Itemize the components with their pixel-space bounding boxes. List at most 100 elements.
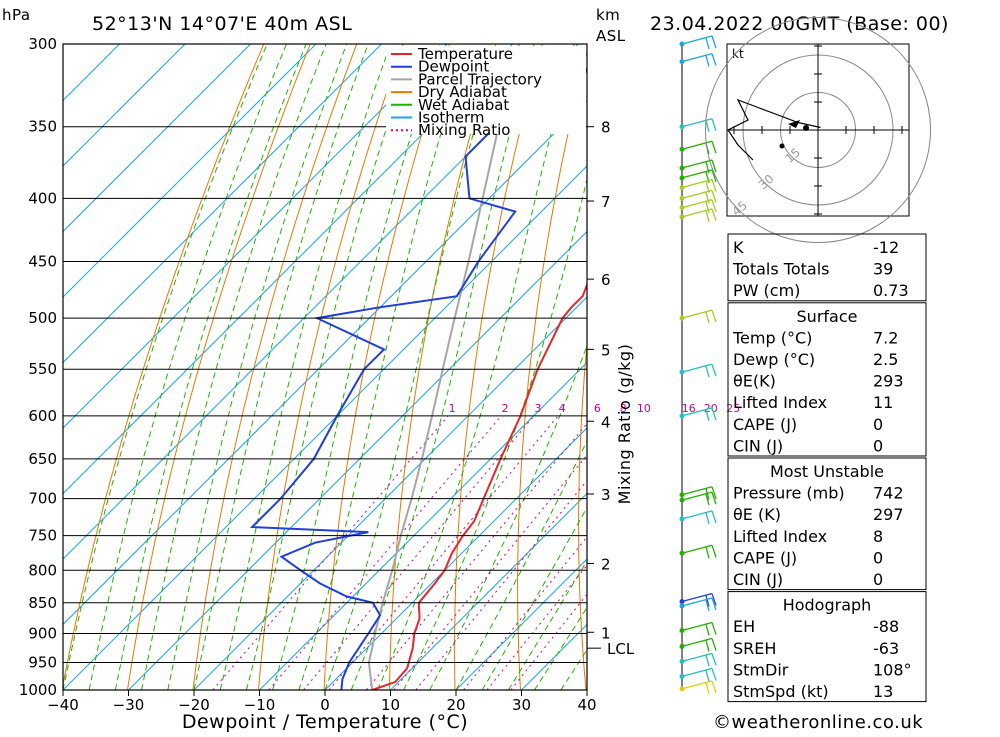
wind-barb <box>680 638 717 651</box>
wet-adiabat-line <box>377 44 574 690</box>
wind-barb <box>680 668 717 681</box>
indices-section-title: Most Unstable <box>770 462 884 481</box>
dry-adiabat-line <box>324 44 450 690</box>
lcl-label: LCL <box>607 640 635 658</box>
wind-barb-flag <box>712 141 716 153</box>
index-label: EH <box>733 617 755 636</box>
wind-barb-flag <box>712 310 716 322</box>
wind-barb-dot <box>680 214 685 219</box>
copyright-label: ©weatheronline.co.uk <box>713 712 923 733</box>
pressure-tick-label: 900 <box>28 624 57 642</box>
wind-barb-flag <box>706 312 709 323</box>
dry-adiabat-line <box>455 44 543 690</box>
wind-barb-dot <box>680 175 685 180</box>
wind-barb <box>680 54 717 67</box>
wind-barb-flag <box>712 119 716 131</box>
wind-barb-flag <box>712 668 716 680</box>
wind-barb-flag <box>712 622 716 634</box>
wind-barb <box>680 364 717 377</box>
isotherm-line <box>0 44 447 690</box>
index-value: 297 <box>873 505 904 524</box>
index-value: 0 <box>873 436 883 455</box>
km-tick-label: 2 <box>601 556 611 574</box>
wet-adiabat-line <box>430 44 674 690</box>
mixing-ratio-axis-title: Mixing Ratio (g/kg) <box>615 344 634 505</box>
wind-barb-dot <box>680 498 685 503</box>
wind-barb-dot <box>680 166 685 171</box>
index-label: Dewp (°C) <box>733 350 815 369</box>
wind-barb <box>680 170 717 183</box>
index-label: θE(K) <box>733 372 776 391</box>
km-tick-label: 7 <box>601 193 611 211</box>
asl-unit-label: ASL <box>596 27 626 45</box>
dry-adiabat-line <box>908 44 979 690</box>
index-label: K <box>733 238 744 257</box>
wind-barb-flag <box>712 54 716 66</box>
datetime-label: 23.04.2022 00GMT (Base: 00) <box>650 13 949 35</box>
isotherm-line <box>0 44 578 690</box>
temp-tick-label: 40 <box>577 696 596 714</box>
wind-barb-flag <box>712 653 716 665</box>
index-label: Totals Totals <box>732 260 830 279</box>
wind-barb-dot <box>680 147 685 152</box>
wind-barb-dot <box>680 370 685 375</box>
mixing-ratio-line <box>487 416 707 690</box>
wind-barb-flag <box>706 547 709 558</box>
km-tick-label: 8 <box>601 119 611 137</box>
wind-barb-flag <box>706 56 709 67</box>
wind-barb-flag <box>712 545 716 557</box>
wind-barb-flag <box>712 511 716 523</box>
wind-barb-dot <box>680 628 685 633</box>
dry-adiabat-line <box>193 44 357 690</box>
wet-adiabat-line <box>404 44 621 690</box>
pressure-tick-label: 750 <box>28 527 57 545</box>
wind-barb-flag <box>706 366 709 377</box>
wind-barb-flag <box>706 683 709 694</box>
storm-motion-dot <box>803 125 809 131</box>
dry-adiabat-line <box>638 44 682 690</box>
wind-barb-dot <box>680 516 685 521</box>
km-tick-label: 5 <box>601 341 611 359</box>
plot-frame <box>63 44 587 690</box>
index-label: θE (K) <box>733 505 781 524</box>
isotherm-line <box>0 44 513 690</box>
isotherm-line <box>129 44 775 690</box>
wind-barb <box>680 310 717 323</box>
index-label: Pressure (mb) <box>733 484 845 503</box>
wind-barb-dot <box>680 42 685 47</box>
km-unit-label: km <box>596 6 620 24</box>
pressure-tick-label: 850 <box>28 594 57 612</box>
pressure-unit-label: hPa <box>2 6 31 24</box>
mixing-ratio-line <box>366 416 593 690</box>
mixing-ratio-tick-label: 4 <box>559 402 566 415</box>
pressure-tick-label: 400 <box>28 189 57 207</box>
wind-barb-dot <box>680 124 685 129</box>
mixing-ratio-tick-label: 6 <box>594 402 601 415</box>
dry-adiabat-line <box>958 44 1000 690</box>
mixing-ratio-tick-label: 10 <box>637 402 651 415</box>
index-label: CIN (J) <box>733 436 783 455</box>
dry-adiabat-line <box>62 44 264 690</box>
index-value: 13 <box>873 682 893 701</box>
index-label: CAPE (J) <box>733 415 797 434</box>
mixing-ratio-line <box>329 416 558 690</box>
wind-barb-dot <box>680 59 685 64</box>
index-value: -12 <box>873 238 899 257</box>
pressure-tick-label: 950 <box>28 653 57 671</box>
index-value: 8 <box>873 527 883 546</box>
km-tick-label: 6 <box>601 271 611 289</box>
wind-barb-flag <box>712 681 716 693</box>
wind-barb <box>680 622 717 635</box>
temp-tick-label: −40 <box>47 696 79 714</box>
index-value: 108° <box>873 660 912 679</box>
index-value: 2.5 <box>873 350 898 369</box>
mixing-ratio-tick-label: 2 <box>502 402 509 415</box>
wind-barb-dot <box>680 603 685 608</box>
temp-tick-label: 30 <box>512 696 531 714</box>
wind-barb-dot <box>680 316 685 321</box>
wind-barb-dot <box>680 659 685 664</box>
index-label: CIN (J) <box>733 570 783 589</box>
index-label: Temp (°C) <box>732 328 812 347</box>
wet-adiabat-line <box>246 44 414 690</box>
